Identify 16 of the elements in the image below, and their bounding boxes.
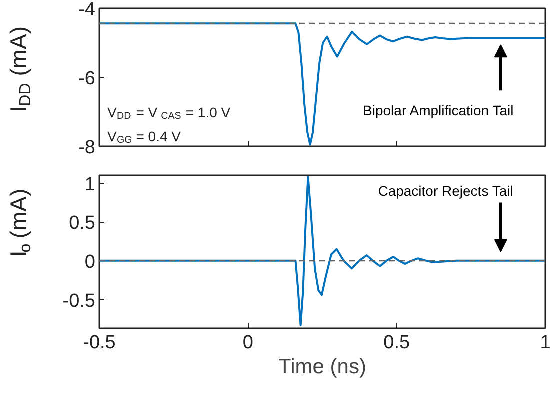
- y-tick-label: -0.5: [62, 290, 96, 312]
- annotation: Capacitor Rejects Tail: [378, 182, 514, 199]
- y-tick-label: 0.5: [69, 213, 96, 234]
- annotation: Bipolar Amplification Tail: [363, 102, 514, 119]
- y-tick-label: 1: [84, 174, 96, 196]
- x-tick-label: 0.5: [384, 332, 410, 354]
- x-axis-title: Time (ns): [278, 356, 366, 378]
- y-tick-label: 0: [84, 252, 96, 273]
- y-axis-title: Io (mA): [6, 188, 34, 258]
- x-tick-label: 0: [242, 332, 254, 354]
- y-tick-label: -4: [78, 0, 96, 20]
- y-axis-title: IDD (mA): [6, 26, 34, 112]
- x-tick-label: 1: [540, 332, 551, 354]
- line-series: [100, 176, 546, 326]
- y-tick-label: -8: [78, 138, 96, 158]
- y-tick-label: -6: [78, 68, 96, 90]
